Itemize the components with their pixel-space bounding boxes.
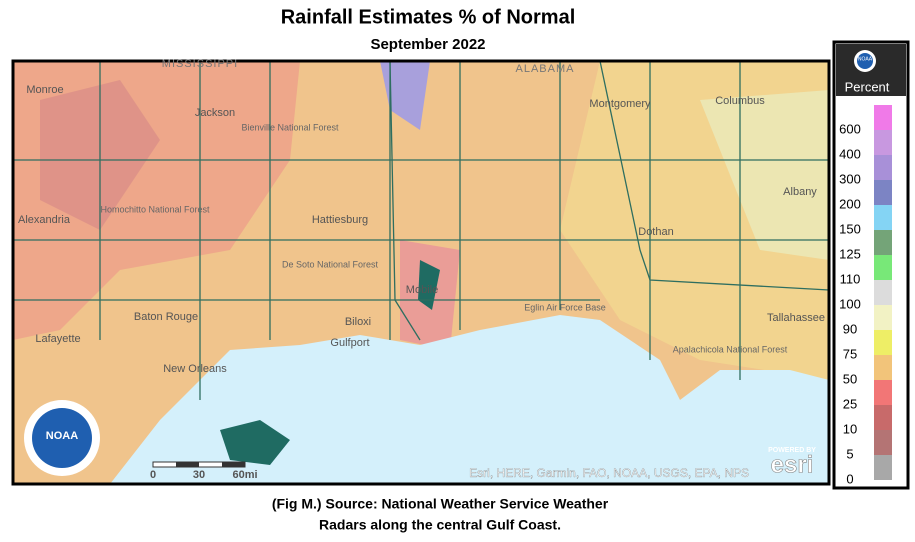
powered-by: POWERED BY bbox=[768, 447, 816, 454]
region bbox=[380, 61, 430, 130]
legend-swatch bbox=[874, 230, 892, 255]
scale-label: 30 bbox=[193, 469, 205, 481]
legend-label: 25 bbox=[843, 396, 857, 411]
legend-label: 50 bbox=[843, 371, 857, 386]
legend-swatch bbox=[874, 130, 892, 155]
city-label: Gulfport bbox=[330, 337, 369, 349]
legend-swatch bbox=[874, 155, 892, 180]
legend-label: 110 bbox=[840, 271, 861, 286]
state-label: ALABAMA bbox=[516, 63, 575, 75]
noaa-logo-inner bbox=[32, 408, 92, 468]
legend-swatch bbox=[874, 455, 892, 480]
legend-swatch bbox=[874, 205, 892, 230]
city-label: Jackson bbox=[195, 107, 235, 119]
legend-swatch bbox=[874, 430, 892, 455]
map: NOAA 0 30 60mi Esri, HERE, Garmin, FAO, … bbox=[11, 59, 831, 486]
city-label: Monroe bbox=[26, 84, 63, 96]
legend-logo-text: NOAA bbox=[858, 56, 873, 62]
city-label: Hattiesburg bbox=[312, 214, 368, 226]
scale-label: 60mi bbox=[232, 469, 257, 481]
city-label: Baton Rouge bbox=[134, 311, 198, 323]
legend-label: 200 bbox=[839, 196, 861, 211]
legend-label: 75 bbox=[843, 346, 857, 361]
city-label: Biloxi bbox=[345, 316, 371, 328]
city-label: Montgomery bbox=[589, 98, 651, 110]
city-label: Columbus bbox=[715, 95, 765, 107]
gulf bbox=[110, 315, 829, 484]
map-frame bbox=[11, 59, 831, 486]
legend-swatch bbox=[874, 305, 892, 330]
title: Rainfall Estimates % of Normal bbox=[281, 6, 576, 28]
legend-swatch bbox=[874, 255, 892, 280]
esri: esri bbox=[771, 451, 814, 478]
legend-label: 125 bbox=[839, 246, 861, 261]
scale-bar bbox=[152, 461, 246, 468]
caption: Radars along the central Gulf Coast. bbox=[319, 517, 561, 533]
legend-label: 400 bbox=[839, 146, 861, 161]
legend-label: 300 bbox=[839, 171, 861, 186]
legend-swatch bbox=[874, 105, 892, 130]
place-label: De Soto National Forest bbox=[282, 259, 379, 269]
legend-swatch bbox=[874, 280, 892, 305]
city-label: Tallahassee bbox=[767, 312, 825, 324]
legend-title: Percent bbox=[845, 79, 890, 94]
scale-label: 0 bbox=[150, 469, 156, 481]
caption: (Fig M.) Source: National Weather Servic… bbox=[272, 496, 609, 512]
legend-swatch bbox=[874, 380, 892, 405]
legend-swatch bbox=[874, 330, 892, 355]
place-label: Eglin Air Force Base bbox=[524, 302, 606, 312]
city-label: New Orleans bbox=[163, 363, 227, 375]
legend-swatch bbox=[874, 405, 892, 430]
city-label: Dothan bbox=[638, 226, 673, 238]
legend-label: 10 bbox=[843, 421, 857, 436]
delta bbox=[220, 420, 290, 465]
noaa-text: NOAA bbox=[46, 430, 78, 442]
place-label: Apalachicola National Forest bbox=[673, 344, 788, 354]
attribution: Esri, HERE, Garmin, FAO, NOAA, USGS, EPA… bbox=[469, 466, 749, 480]
legend-label: 100 bbox=[839, 296, 861, 311]
state-label: MISSISSIPPI bbox=[162, 58, 238, 70]
bay bbox=[418, 260, 440, 310]
city-label: Mobile bbox=[406, 284, 438, 296]
place-label: Homochitto National Forest bbox=[100, 204, 210, 214]
legend-swatch bbox=[874, 180, 892, 205]
city-label: Lafayette bbox=[35, 333, 80, 345]
subtitle: September 2022 bbox=[370, 36, 485, 53]
legend-label: 5 bbox=[846, 446, 853, 461]
legend-label: 600 bbox=[839, 121, 861, 136]
region bbox=[700, 90, 829, 260]
boundaries bbox=[13, 61, 829, 400]
legend: NOAA Percent bbox=[832, 40, 910, 490]
legend-swatch bbox=[874, 355, 892, 380]
legend-logo-inner bbox=[857, 53, 873, 69]
city-label: Albany bbox=[783, 186, 817, 198]
legend-label: 150 bbox=[839, 221, 861, 236]
legend-label: 0 bbox=[846, 471, 853, 486]
legend-label: 90 bbox=[843, 321, 857, 336]
place-label: Bienville National Forest bbox=[241, 122, 339, 132]
city-label: Alexandria bbox=[18, 214, 71, 226]
